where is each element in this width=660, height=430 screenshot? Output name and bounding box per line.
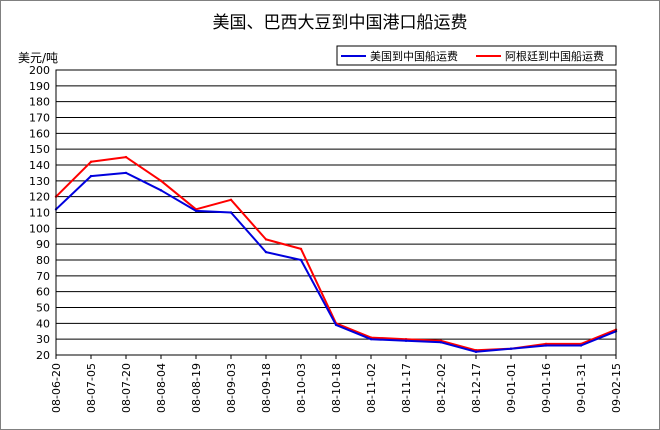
legend-label-argentina: 阿根廷到中国船运费 [505,49,604,63]
data-point-0 [159,189,163,192]
x-tick-label: 08-10-03 [295,363,308,413]
legend: 美国到中国船运费 阿根廷到中国船运费 [336,45,617,66]
x-tick-label: 08-12-17 [470,363,483,413]
data-point-1 [229,198,233,202]
data-point-0 [474,350,478,354]
x-tick-label: 08-07-20 [120,363,133,413]
y-axis-label: 美元/吨 [18,51,58,65]
y-tick-label: 150 [29,143,50,156]
x-tick-label: 08-12-02 [435,363,448,413]
data-point-0 [439,341,443,344]
y-tick-label: 100 [29,222,50,235]
y-tick-label: 110 [29,207,50,220]
data-point-0 [194,209,198,213]
data-point-1 [124,155,128,159]
grid-layer [56,69,616,356]
y-tick-label: 20 [36,349,50,362]
series-layer [54,155,618,354]
y-tick-label: 200 [29,64,50,77]
axis-layer: 20 30 40 50 60 70 80 90 100 110 120 130 140 150 160 170… [29,64,623,413]
x-tick-label: 08-08-04 [155,363,168,413]
x-tick-label: 08-09-03 [225,363,238,413]
data-point-0 [89,174,93,178]
data-point-0 [404,339,408,342]
x-tick-label: 08-11-02 [365,363,378,413]
data-point-0 [334,323,338,327]
x-tick-label: 09-01-01 [505,363,518,413]
y-tick-label: 40 [36,317,50,330]
y-tick-label: 130 [29,175,50,188]
y-tick-label: 80 [36,254,50,267]
x-tick-label: 08-08-19 [190,363,203,413]
y-tick-label: 120 [29,191,50,204]
chart-title: 美国、巴西大豆到中国港口船运费 [213,13,468,33]
x-tick-label: 08-06-20 [50,363,63,413]
data-point-1 [299,247,303,251]
x-tick-label: 08-11-17 [400,363,413,413]
data-point-1 [89,160,93,164]
y-tick-label: 60 [36,286,50,299]
y-tick-label: 170 [29,112,50,125]
data-point-0 [229,211,233,214]
x-tick-label: 08-10-18 [330,363,343,413]
y-tick-label: 30 [36,333,50,346]
y-tick-label: 50 [36,302,50,315]
data-point-0 [264,250,268,254]
x-tick-label: 08-09-18 [260,363,273,413]
data-point-0 [124,171,128,175]
data-point-1 [264,238,268,241]
y-tick-label: 160 [29,127,50,140]
y-tick-label: 190 [29,80,50,93]
x-tick-label: 09-01-31 [575,363,588,413]
legend-label-us: 美国到中国船运费 [370,49,458,63]
x-tick-label: 09-02-15 [610,363,623,413]
y-tick-label: 90 [36,238,50,251]
data-point-1 [159,179,163,183]
x-tick-label: 08-07-05 [85,363,98,413]
data-point-0 [299,258,303,262]
y-tick-label: 70 [36,270,50,283]
y-tick-label: 180 [29,96,50,109]
y-tick-label: 140 [29,159,50,172]
data-point-0 [579,344,583,347]
x-tick-label: 09-01-16 [540,363,553,413]
data-point-0 [544,344,548,347]
data-point-0 [509,347,513,350]
data-point-0 [369,337,373,341]
